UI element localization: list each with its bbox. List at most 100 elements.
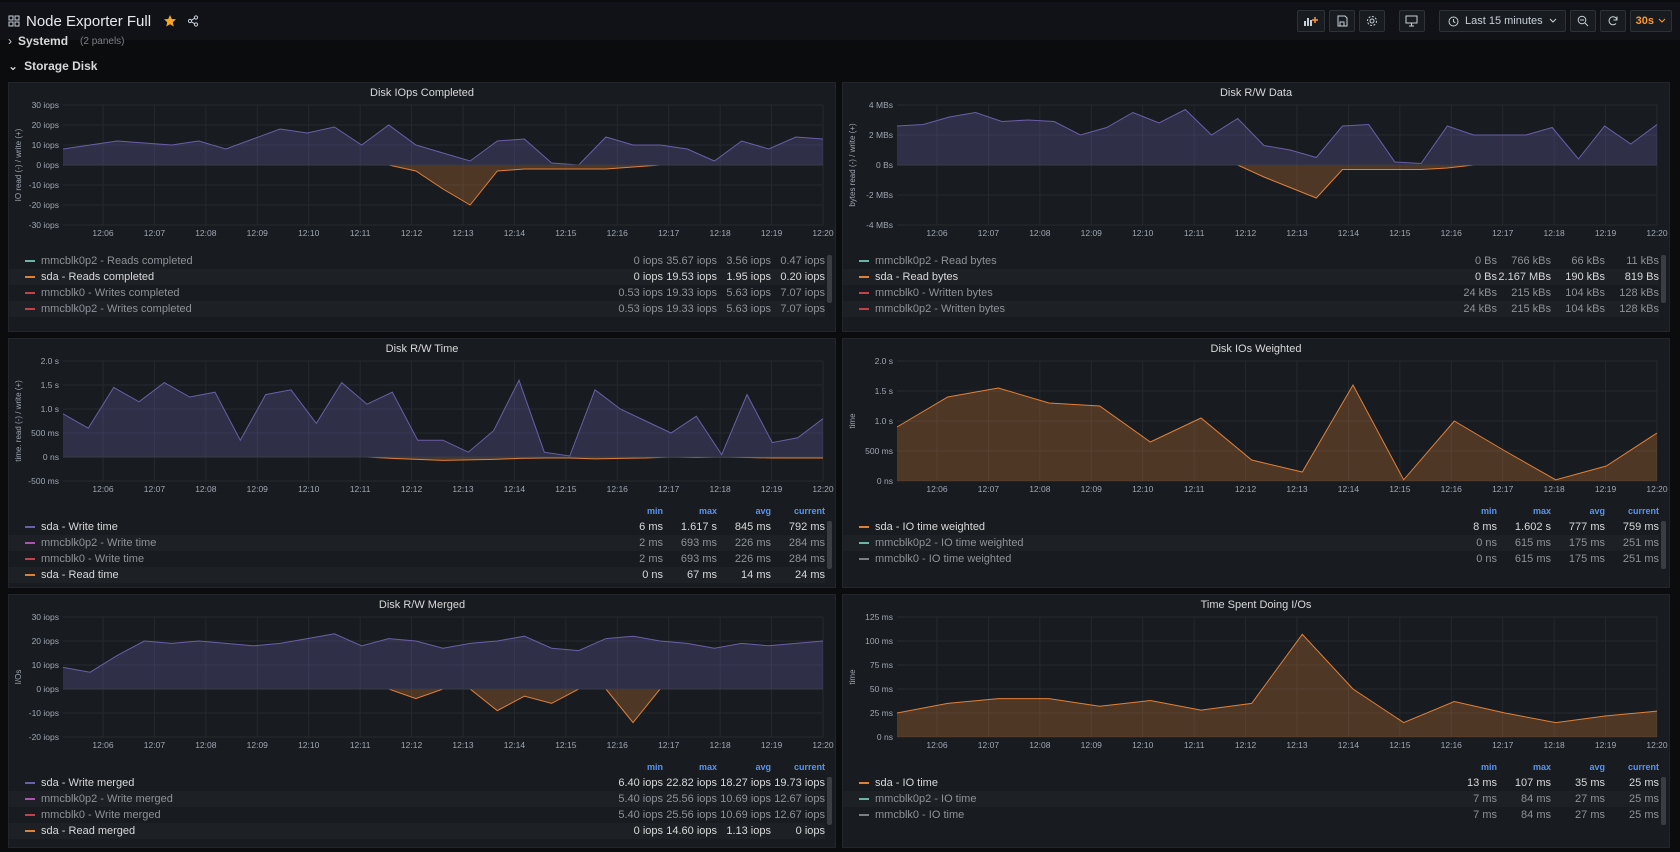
panel-title[interactable]: Disk IOps Completed bbox=[370, 87, 474, 99]
legend-item[interactable]: mmcblk0p2 - Write time 2 ms 693 ms 226 ms 28… bbox=[9, 535, 825, 551]
legend-series-name[interactable]: sda - Read merged bbox=[41, 825, 136, 837]
series-line-1[interactable] bbox=[63, 688, 823, 724]
legend-col-0[interactable]: min bbox=[646, 506, 663, 516]
legend-scrollbar[interactable] bbox=[827, 521, 832, 569]
legend-item[interactable]: sda - Write time 6 ms 1.617 s 845 ms 792 ms bbox=[9, 519, 825, 535]
graph-plot[interactable]: 2.0 s 1.5 s 1.0 s 500 ms 0 ns 12:06 12:07 12:08… bbox=[843, 339, 1670, 505]
legend-series-name[interactable]: sda - Write time bbox=[41, 521, 118, 533]
share-icon[interactable] bbox=[187, 15, 199, 27]
legend-series-name[interactable]: mmcblk0 - IO time weighted bbox=[875, 553, 1012, 565]
add-panel-button[interactable] bbox=[1296, 10, 1325, 32]
panel-title[interactable]: Disk R/W Time bbox=[385, 343, 459, 355]
legend-item[interactable]: mmcblk0 - IO time 7 ms 84 ms 27 ms 25 ms bbox=[843, 807, 1659, 823]
legend-item[interactable]: mmcblk0p2 - Written bytes 24 kBs 215 kBs 10… bbox=[843, 301, 1659, 317]
legend-series-name[interactable]: sda - Read time bbox=[41, 569, 119, 581]
series-line-0[interactable] bbox=[62, 633, 824, 673]
row-systemd[interactable]: › Systemd (2 panels) bbox=[8, 34, 125, 48]
panel-disk-iops-completed[interactable]: Disk IOps Completed 30 iops 20 iops 10 iops… bbox=[8, 82, 836, 332]
panel-time-spent-doing-i-os[interactable]: Time Spent Doing I/Os 125 ms 100 ms 75 ms 50… bbox=[842, 594, 1670, 848]
legend-scrollbar[interactable] bbox=[827, 777, 832, 825]
dashboard-settings-button[interactable] bbox=[1358, 10, 1385, 32]
series-line-0[interactable] bbox=[896, 108, 1658, 165]
legend-item[interactable]: sda - Read bytes 0 Bs 2.167 MBs 190 kBs 819 … bbox=[843, 269, 1659, 285]
series-line-0[interactable] bbox=[896, 633, 1658, 724]
legend-item[interactable]: sda - Read merged 0 iops 14.60 iops 1.13 io… bbox=[9, 823, 825, 839]
legend-item[interactable]: mmcblk0 - Written bytes 24 kBs 215 kBs 104 … bbox=[843, 285, 1659, 301]
row-storage-disk[interactable]: ⌄ Storage Disk bbox=[8, 59, 97, 73]
legend-series-name[interactable]: mmcblk0 - IO time bbox=[875, 809, 965, 821]
legend-item[interactable]: sda - IO time weighted 8 ms 1.602 s 777 ms 7… bbox=[843, 519, 1659, 535]
refresh-button[interactable] bbox=[1599, 10, 1626, 32]
legend-series-name[interactable]: sda - IO time weighted bbox=[875, 521, 986, 533]
legend-item[interactable]: mmcblk0p2 - Writes completed 0.53 iops 19.… bbox=[9, 301, 825, 317]
graph-plot[interactable]: 30 iops 20 iops 10 iops 0 iops -10 iops -20 i… bbox=[9, 595, 836, 761]
legend-col-2[interactable]: avg bbox=[755, 506, 771, 516]
legend-col-3[interactable]: current bbox=[1627, 506, 1659, 516]
panel-disk-r-w-merged[interactable]: Disk R/W Merged 30 iops 20 iops 10 iops 0 io… bbox=[8, 594, 836, 848]
panel-disk-ios-weighted[interactable]: Disk IOs Weighted 2.0 s 1.5 s 1.0 s 500 ms 0 … bbox=[842, 338, 1670, 588]
graph-plot[interactable]: 4 MBs 2 MBs 0 Bs -2 MBs -4 MBs 12:06 12:07 12:0… bbox=[843, 83, 1670, 249]
legend-item[interactable]: mmcblk0p2 - Reads completed 0 iops 35.67 i… bbox=[9, 253, 825, 269]
star-icon[interactable] bbox=[163, 14, 177, 28]
panel-title[interactable]: Disk R/W Data bbox=[1219, 87, 1293, 99]
panel-disk-r-w-data[interactable]: Disk R/W Data 4 MBs 2 MBs 0 Bs -2 MBs -4 MBs 1… bbox=[842, 82, 1670, 332]
series-line-0[interactable] bbox=[896, 383, 1658, 481]
legend-col-1[interactable]: max bbox=[1532, 762, 1551, 772]
legend-col-0[interactable]: min bbox=[1480, 762, 1497, 772]
legend-series-name[interactable]: mmcblk0 - Write time bbox=[41, 553, 145, 565]
legend-item[interactable]: mmcblk0p2 - IO time 7 ms 84 ms 27 ms 25 ms bbox=[843, 791, 1659, 807]
legend-series-name[interactable]: mmcblk0p2 - Writes completed bbox=[41, 303, 192, 315]
series-line-0[interactable] bbox=[62, 378, 824, 457]
legend-series-name[interactable]: mmcblk0 - Write merged bbox=[41, 809, 161, 821]
legend-col-3[interactable]: current bbox=[1627, 762, 1659, 772]
time-range-picker[interactable]: Last 15 minutes bbox=[1438, 10, 1566, 32]
legend-item[interactable]: mmcblk0 - Write time 2 ms 693 ms 226 ms 284 … bbox=[9, 551, 825, 567]
legend-scrollbar[interactable] bbox=[1661, 521, 1666, 569]
legend-item[interactable]: sda - Read time 0 ns 67 ms 14 ms 24 ms bbox=[9, 567, 825, 583]
legend-col-0[interactable]: min bbox=[646, 762, 663, 772]
legend-series-name[interactable]: mmcblk0p2 - Write time bbox=[41, 537, 157, 549]
series-line-0[interactable] bbox=[62, 124, 824, 166]
legend-item[interactable]: sda - Write merged 6.40 iops 22.82 iops 18.… bbox=[9, 775, 825, 791]
legend-item[interactable]: mmcblk0p2 - Read bytes 0 Bs 766 kBs 66 kBs 1… bbox=[843, 253, 1659, 269]
graph-plot[interactable]: 125 ms 100 ms 75 ms 50 ms 25 ms 0 ns 12:06 12:0… bbox=[843, 595, 1670, 761]
legend-item[interactable]: mmcblk0p2 - IO time weighted 0 ns 615 ms 17… bbox=[843, 535, 1659, 551]
legend-series-name[interactable]: mmcblk0p2 - Written bytes bbox=[875, 303, 1006, 315]
legend-col-1[interactable]: max bbox=[698, 762, 717, 772]
legend-series-name[interactable]: mmcblk0 - Writes completed bbox=[41, 287, 180, 299]
legend-item[interactable]: sda - IO time 13 ms 107 ms 35 ms 25 ms bbox=[843, 775, 1659, 791]
legend-item[interactable]: mmcblk0 - Writes completed 0.53 iops 19.33… bbox=[9, 285, 825, 301]
legend-series-name[interactable]: mmcblk0p2 - Read bytes bbox=[875, 255, 997, 267]
legend-item[interactable]: mmcblk0 - IO time weighted 0 ns 615 ms 175 … bbox=[843, 551, 1659, 567]
zoom-out-button[interactable] bbox=[1569, 10, 1596, 32]
legend-col-1[interactable]: max bbox=[1532, 506, 1551, 516]
legend-scrollbar[interactable] bbox=[1661, 777, 1666, 825]
graph-plot[interactable]: 2.0 s 1.5 s 1.0 s 500 ms 0 ns -500 ms 12:06 12:… bbox=[9, 339, 836, 505]
save-dashboard-button[interactable] bbox=[1328, 10, 1355, 32]
legend-col-1[interactable]: max bbox=[698, 506, 717, 516]
panel-title[interactable]: Time Spent Doing I/Os bbox=[1200, 599, 1312, 611]
legend-item[interactable]: sda - Reads completed 0 iops 19.53 iops 1.9… bbox=[9, 269, 825, 285]
graph-plot[interactable]: 30 iops 20 iops 10 iops 0 iops -10 iops -20 i… bbox=[9, 83, 836, 249]
legend-col-2[interactable]: avg bbox=[1589, 506, 1605, 516]
legend-series-name[interactable]: mmcblk0p2 - Write merged bbox=[41, 793, 173, 805]
legend-col-3[interactable]: current bbox=[793, 762, 825, 772]
legend-series-name[interactable]: sda - Write merged bbox=[41, 777, 135, 789]
dashboards-grid-icon[interactable] bbox=[8, 15, 20, 27]
legend-col-2[interactable]: avg bbox=[755, 762, 771, 772]
legend-col-2[interactable]: avg bbox=[1589, 762, 1605, 772]
legend-item[interactable]: mmcblk0p2 - Write merged 5.40 iops 25.56 i… bbox=[9, 791, 825, 807]
legend-series-name[interactable]: mmcblk0p2 - IO time weighted bbox=[875, 537, 1024, 549]
legend-series-name[interactable]: mmcblk0p2 - IO time bbox=[875, 793, 977, 805]
panel-title[interactable]: Disk R/W Merged bbox=[378, 599, 466, 611]
legend-series-name[interactable]: sda - IO time bbox=[875, 777, 938, 789]
refresh-interval-picker[interactable]: 30s bbox=[1629, 10, 1672, 32]
legend-col-3[interactable]: current bbox=[793, 506, 825, 516]
legend-series-name[interactable]: sda - Reads completed bbox=[41, 271, 155, 283]
panel-disk-r-w-time[interactable]: Disk R/W Time 2.0 s 1.5 s 1.0 s 500 ms 0 ns -5… bbox=[8, 338, 836, 588]
legend-scrollbar[interactable] bbox=[827, 255, 832, 303]
tv-mode-button[interactable] bbox=[1398, 10, 1425, 32]
legend-item[interactable]: mmcblk0 - Write merged 5.40 iops 25.56 iop… bbox=[9, 807, 825, 823]
legend-scrollbar[interactable] bbox=[1661, 255, 1666, 303]
legend-col-0[interactable]: min bbox=[1480, 506, 1497, 516]
